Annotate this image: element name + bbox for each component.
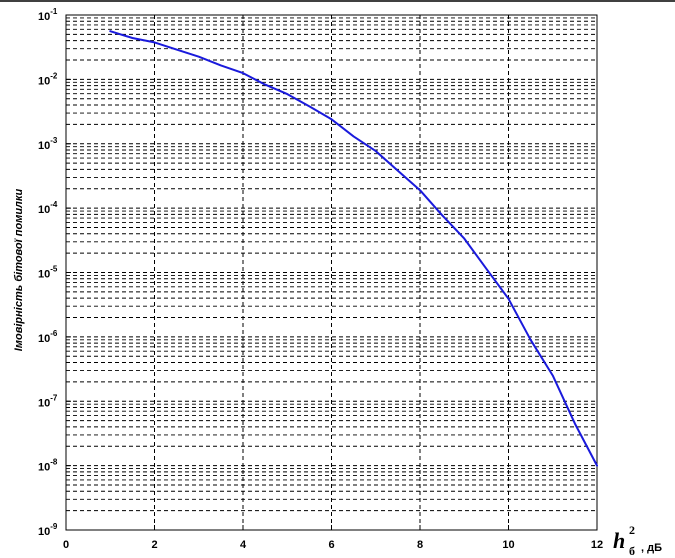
y-tick-label: 10-7 bbox=[38, 393, 58, 409]
x-axis-label-unit: , дБ bbox=[641, 542, 662, 554]
y-tick-label: 10-1 bbox=[38, 7, 58, 23]
x-tick-label: 6 bbox=[328, 539, 334, 551]
series-line-0 bbox=[109, 30, 598, 467]
x-tick-label: 4 bbox=[240, 539, 247, 551]
y-tick-base: 10 bbox=[38, 11, 50, 23]
x-axis-label-base: h bbox=[613, 528, 625, 553]
y-tick-base: 10 bbox=[38, 75, 50, 87]
y-tick-base: 10 bbox=[38, 140, 50, 152]
x-axis-label-superscript: 2 bbox=[629, 523, 635, 537]
x-axis-ticks: 0 2 4 6 8 10 12 bbox=[63, 525, 603, 551]
y-tick-exponent: -8 bbox=[50, 458, 58, 467]
y-tick-label: 10-5 bbox=[38, 265, 58, 281]
y-tick-base: 10 bbox=[38, 462, 50, 474]
y-tick-exponent: -9 bbox=[50, 522, 58, 531]
series-layer bbox=[109, 30, 598, 467]
y-tick-exponent: -6 bbox=[50, 329, 58, 338]
y-tick-label: 10-2 bbox=[38, 71, 58, 87]
y-tick-base: 10 bbox=[38, 526, 50, 538]
y-tick-base: 10 bbox=[38, 204, 50, 216]
x-tick-label: 10 bbox=[502, 539, 514, 551]
x-tick-label: 2 bbox=[151, 539, 157, 551]
y-tick-exponent: -7 bbox=[50, 393, 58, 402]
y-tick-exponent: -5 bbox=[50, 265, 58, 274]
y-tick-label: 10-6 bbox=[38, 329, 58, 345]
y-tick-label: 10-8 bbox=[38, 458, 58, 474]
y-tick-exponent: -3 bbox=[50, 136, 58, 145]
y-tick-label: 10-3 bbox=[38, 136, 58, 152]
x-axis-label: h б 2 , дБ bbox=[613, 523, 662, 558]
y-tick-base: 10 bbox=[38, 333, 50, 345]
y-tick-base: 10 bbox=[38, 269, 50, 281]
y-tick-label: 10-4 bbox=[38, 200, 58, 216]
y-tick-label: 10-9 bbox=[38, 522, 58, 538]
y-axis-label: Імовірність бітової помилки bbox=[13, 189, 25, 352]
x-tick-label: 8 bbox=[417, 539, 423, 551]
grid bbox=[66, 15, 597, 530]
x-tick-label: 12 bbox=[591, 539, 603, 551]
y-tick-exponent: -1 bbox=[50, 7, 58, 16]
y-tick-exponent: -2 bbox=[50, 71, 58, 80]
y-tick-base: 10 bbox=[38, 397, 50, 409]
y-axis-ticks: 10-910-810-710-610-510-410-310-210-1 bbox=[38, 7, 71, 538]
y-tick-exponent: -4 bbox=[50, 200, 58, 209]
x-axis-label-subscript: б bbox=[629, 544, 635, 558]
x-tick-label: 0 bbox=[63, 539, 69, 551]
